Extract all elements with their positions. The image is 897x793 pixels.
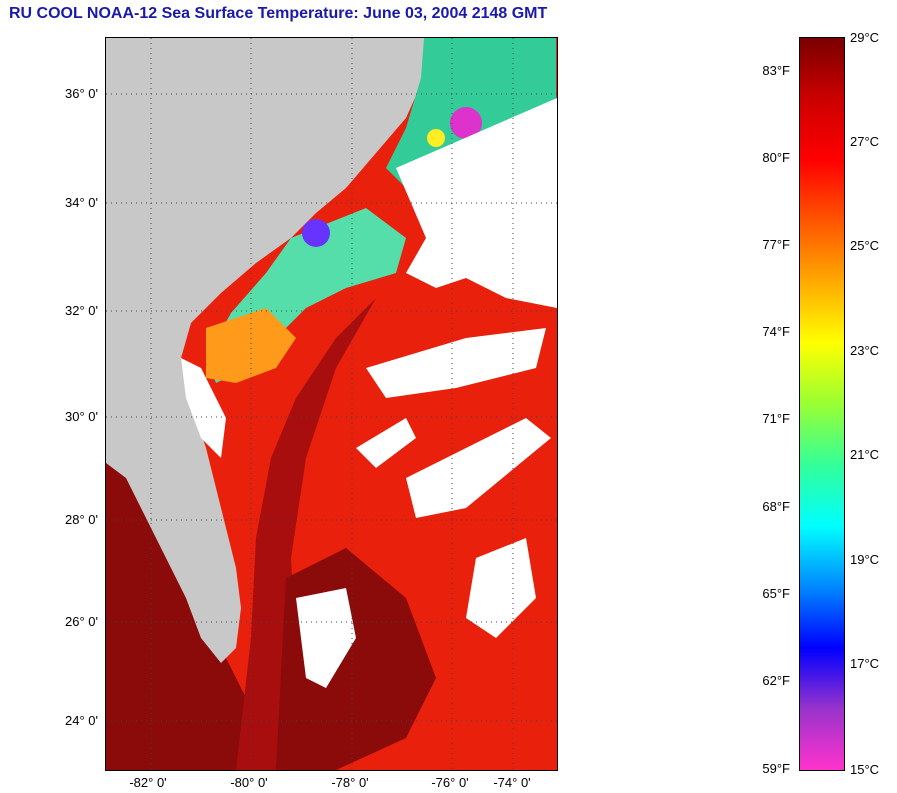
cb-label-71f: 71°F bbox=[762, 411, 790, 426]
cloud-band-2 bbox=[406, 418, 551, 518]
cold-eddy-magenta bbox=[450, 107, 482, 139]
lat-label-24: 24° 0' bbox=[65, 713, 98, 728]
cb-label-74f: 74°F bbox=[762, 324, 790, 339]
cold-eddy-blue bbox=[302, 219, 330, 247]
us-land bbox=[106, 38, 426, 663]
lon-label-80: -80° 0' bbox=[230, 775, 268, 790]
lon-label-82: -82° 0' bbox=[129, 775, 167, 790]
yellow-patch bbox=[427, 129, 445, 147]
temperature-colorbar bbox=[799, 37, 845, 771]
cloud-patch-south bbox=[466, 538, 536, 638]
lon-label-76: -76° 0' bbox=[431, 775, 469, 790]
cb-label-62f: 62°F bbox=[762, 673, 790, 688]
lat-label-26: 26° 0' bbox=[65, 614, 98, 629]
lat-label-34: 34° 0' bbox=[65, 195, 98, 210]
cb-label-19c: 19°C bbox=[850, 552, 880, 567]
cb-label-80f: 80°F bbox=[762, 150, 790, 165]
cloud-patch-coast bbox=[181, 358, 226, 458]
cloud-band-1 bbox=[366, 328, 546, 398]
cb-label-15c: 15°C bbox=[850, 762, 880, 777]
cb-label-25c: 25°C bbox=[850, 238, 880, 253]
graticule bbox=[106, 38, 557, 770]
lon-label-74: -74° 0' bbox=[493, 775, 531, 790]
cb-label-23c: 23°C bbox=[850, 343, 880, 358]
cloud-band-3 bbox=[356, 418, 416, 468]
cb-label-27c: 27°C bbox=[850, 134, 880, 149]
map-title: RU COOL NOAA-12 Sea Surface Temperature:… bbox=[9, 5, 548, 22]
cb-label-65f: 65°F bbox=[762, 586, 790, 601]
shelf-water-warm bbox=[206, 308, 296, 383]
lat-label-36: 36° 0' bbox=[65, 86, 98, 101]
cb-label-68f: 68°F bbox=[762, 499, 790, 514]
cloud-patch-bahamas bbox=[296, 588, 356, 688]
cb-label-17c: 17°C bbox=[850, 656, 880, 671]
gulf-stream bbox=[236, 298, 376, 770]
cb-label-21c: 21°C bbox=[850, 447, 880, 462]
cb-label-29c: 29°C bbox=[850, 30, 880, 45]
lat-label-28: 28° 0' bbox=[65, 512, 98, 527]
lat-label-32: 32° 0' bbox=[65, 303, 98, 318]
cb-label-83f: 83°F bbox=[762, 63, 790, 78]
sst-map-canvas bbox=[106, 38, 557, 770]
lon-label-78: -78° 0' bbox=[331, 775, 369, 790]
cb-label-77f: 77°F bbox=[762, 237, 790, 252]
sst-map[interactable] bbox=[105, 37, 558, 771]
lat-label-30: 30° 0' bbox=[65, 409, 98, 424]
cb-label-59f: 59°F bbox=[762, 761, 790, 776]
